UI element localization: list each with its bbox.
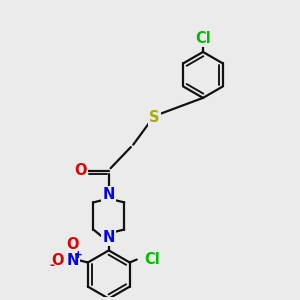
Text: Cl: Cl bbox=[144, 252, 160, 267]
Text: S: S bbox=[149, 110, 160, 125]
Text: O: O bbox=[75, 163, 87, 178]
Text: O: O bbox=[51, 253, 64, 268]
Text: O: O bbox=[66, 237, 79, 252]
Text: N: N bbox=[103, 187, 115, 202]
Text: -: - bbox=[50, 259, 55, 272]
Text: +: + bbox=[74, 250, 82, 260]
Text: Cl: Cl bbox=[195, 31, 211, 46]
Text: N: N bbox=[66, 253, 79, 268]
Text: N: N bbox=[103, 230, 115, 245]
